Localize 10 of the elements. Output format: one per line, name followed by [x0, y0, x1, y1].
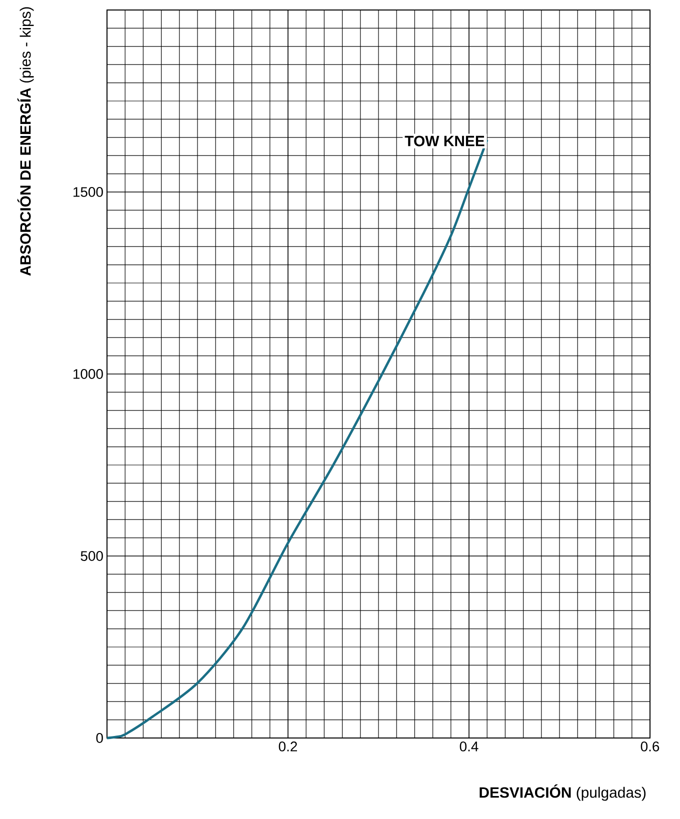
y-tick-label: 1500 [74, 187, 103, 197]
x-tick-label: 0.6 [640, 742, 660, 752]
x-tick-label: 0.2 [278, 742, 297, 752]
x-tick-label: 0.4 [460, 742, 478, 752]
y-tick-label: 0 [96, 733, 103, 743]
y-tick-label: 1000 [74, 369, 103, 379]
x-axis-title: DESVIACIÓN (pulgadas) [480, 784, 646, 801]
y-axis-title: ABSORCIÓN DE ENERGÍA (pies - kips) [17, 7, 34, 276]
y-tick-label: 500 [80, 551, 103, 561]
annotation: TOW KNEE [404, 136, 484, 146]
